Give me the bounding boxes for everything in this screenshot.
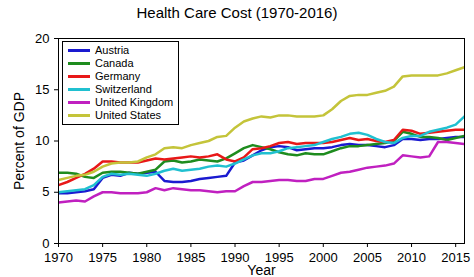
svg-text:1995: 1995 xyxy=(264,249,294,265)
html-text:Canada: Canada xyxy=(95,57,134,69)
svg-text:20: 20 xyxy=(35,31,49,46)
html-text:Germany: Germany xyxy=(95,70,141,82)
svg-text:Percent of GDP: Percent of GDP xyxy=(11,92,27,190)
svg-text:Year: Year xyxy=(247,262,276,277)
svg-text:2005: 2005 xyxy=(353,250,382,265)
html-text:United Kingdom: United Kingdom xyxy=(95,96,174,108)
svg-text:1970: 1970 xyxy=(44,250,73,265)
svg-text:15: 15 xyxy=(35,82,49,97)
svg-text:10: 10 xyxy=(35,133,49,148)
svg-text:1985: 1985 xyxy=(176,250,205,265)
svg-text:2010: 2010 xyxy=(397,250,426,265)
svg-text:2000: 2000 xyxy=(309,250,338,265)
html-text:Austria: Austria xyxy=(95,44,130,56)
html-text:Health Care Cost (1970-2016): Health Care Cost (1970-2016) xyxy=(136,4,338,21)
html-text:United States: United States xyxy=(95,109,161,121)
svg-text:0: 0 xyxy=(42,236,49,251)
svg-text:1990: 1990 xyxy=(221,250,250,265)
svg-text:1980: 1980 xyxy=(132,250,161,265)
html-text:Switzerland: Switzerland xyxy=(95,83,152,95)
svg-text:5: 5 xyxy=(42,184,49,199)
svg-text:1975: 1975 xyxy=(88,250,117,265)
svg-text:2015: 2015 xyxy=(441,250,470,265)
